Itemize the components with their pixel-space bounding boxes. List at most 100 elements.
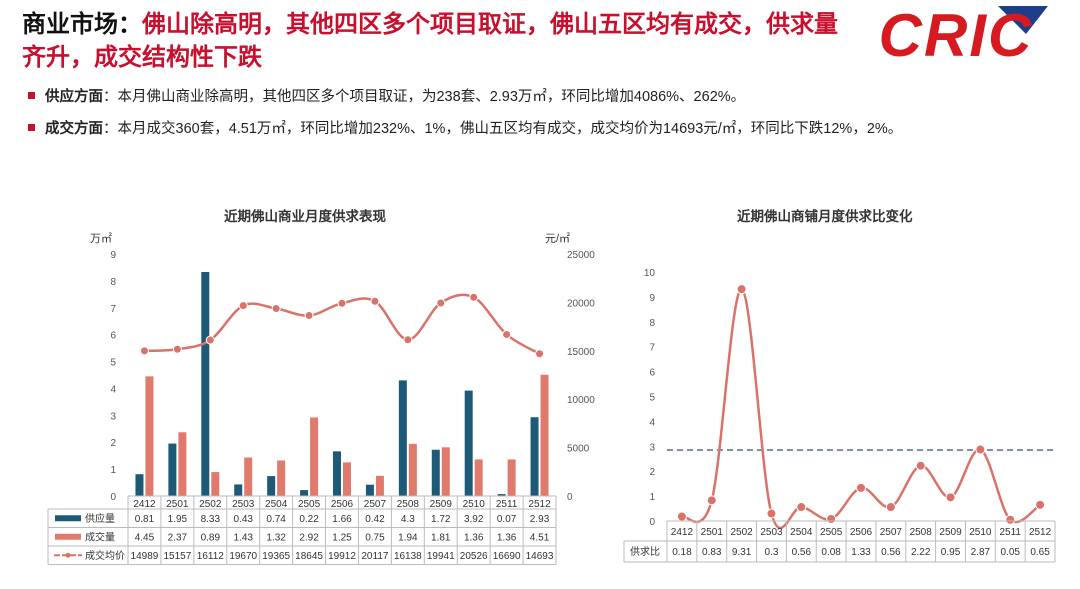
data-cell: 2.37 [168,532,188,543]
bullet-supply-text: ：本月佛山商业除高明，其他四区多个项目取证，为238套、2.93万㎡，环同比增加… [103,89,746,105]
ratio-point [885,502,896,513]
deal-bar [310,417,319,496]
supply-bar [168,443,177,496]
data-cell: 14989 [131,551,159,562]
legend-label: 供应量 [85,512,115,525]
category-label: 2506 [331,499,354,510]
page-title-rest: 佛山除高明，其他四区多个项目取证，佛山五区均有成交，供求量齐升，成交结构性下跌 [22,11,838,71]
category-label: 2507 [364,499,387,510]
right-axis-unit: 元/㎡ [545,232,570,245]
data-cell: 0.75 [365,532,385,543]
data-cell: 4.51 [530,532,550,543]
left-tick-label: 1 [110,465,116,476]
ratio-data-cell: 0.56 [792,547,812,558]
supply-bar [398,380,407,496]
ratio-data-cell: 0.3 [765,547,779,558]
category-label: 2512 [528,499,551,510]
data-cell: 1.66 [332,514,352,525]
data-cell: 16138 [394,551,422,562]
ratio-category-label: 2503 [760,527,783,538]
left-axis-unit: 万㎡ [90,232,112,245]
data-cell: 19941 [427,551,455,562]
ratio-category-label: 2501 [701,527,724,538]
chart2-title: 近期佛山商铺月度供求比变化 [737,209,913,224]
data-cell: 1.95 [168,514,188,525]
data-cell: 1.72 [431,514,451,525]
ratio-point [736,284,747,295]
ratio-tick-label: 4 [649,417,655,428]
data-cell: 1.32 [266,532,286,543]
ratio-point [975,444,986,455]
supply-bar [201,272,210,496]
data-cell: 0.43 [233,514,253,525]
legend-swatch [55,515,81,522]
supply-bar [333,451,341,496]
data-cell: 0.42 [365,514,385,525]
ratio-category-label: 2510 [969,527,992,538]
cric-logo: CRIC [848,6,1064,62]
data-cell: 1.43 [233,532,253,543]
supply-bar [530,417,539,496]
category-label: 2412 [133,499,156,510]
data-cell: 0.07 [497,514,517,525]
deal-bar [178,432,187,496]
ratio-point [676,511,687,522]
price-point [535,349,545,359]
data-cell: 0.81 [135,514,155,525]
data-cell: 1.81 [431,532,451,543]
ratio-category-label: 2512 [1029,527,1052,538]
supply-bar [135,474,144,496]
data-cell: 18645 [295,551,323,562]
data-cell: 16690 [493,551,521,562]
deal-bar [441,447,450,496]
legend-point [65,552,71,558]
legend-swatch [55,533,81,540]
data-cell: 15157 [163,551,191,562]
right-tick-label: 10000 [567,395,595,406]
deal-bar [277,460,286,496]
category-label: 2503 [232,499,255,510]
ratio-category-label: 2504 [790,527,813,538]
ratio-category-label: 2506 [850,527,873,538]
ratio-category-label: 2505 [820,527,843,538]
legend-label: 成交量 [85,530,115,543]
data-cell: 20117 [361,551,389,562]
category-label: 2501 [166,499,189,510]
ratio-tick-label: 8 [649,318,655,329]
ratio-data-cell: 9.31 [732,547,752,558]
data-cell: 8.33 [201,514,221,525]
right-tick-label: 0 [567,492,573,503]
left-tick-label: 5 [110,358,116,369]
bullet-deal: 成交方面：本月成交360套，4.51万㎡，环同比增加232%、1%，佛山五区均有… [28,119,902,139]
data-cell: 2.92 [299,532,319,543]
supply-bar [497,494,506,496]
ratio-data-cell: 2.87 [971,547,991,558]
data-cell: 4.45 [135,532,155,543]
page-title-lead: 商业市场： [22,11,142,38]
ratio-data-cell: 0.95 [941,547,961,558]
left-tick-label: 6 [110,331,116,342]
ratio-data-cell: 0.18 [672,547,692,558]
deal-bar [244,457,253,496]
ratio-tick-label: 10 [644,268,656,279]
category-label: 2508 [397,499,420,510]
category-label: 2509 [430,499,453,510]
ratio-data-cell: 0.56 [881,547,901,558]
category-label: 2502 [199,499,222,510]
price-point [238,301,248,311]
category-label: 2504 [265,499,288,510]
supply-demand-chart: 万㎡ 元/㎡ 0 1 2 3 4 5 6 7 8 9 0 5000 10000 15000 20000 25000… [47,232,595,565]
ratio-tick-label: 1 [649,492,655,503]
data-cell: 20526 [460,551,488,562]
ratio-data-cell: 0.65 [1030,547,1050,558]
ratio-category-label: 2502 [730,527,753,538]
bullet-supply-label: 供应方面 [45,89,103,105]
left-tick-label: 4 [110,384,116,395]
ratio-tick-label: 3 [649,442,655,453]
supply-bar [431,449,440,496]
price-point [403,335,413,345]
ratio-category-label: 2412 [671,527,694,538]
left-tick-label: 0 [110,492,116,503]
deal-bar [507,459,516,496]
supply-bar [464,390,473,496]
